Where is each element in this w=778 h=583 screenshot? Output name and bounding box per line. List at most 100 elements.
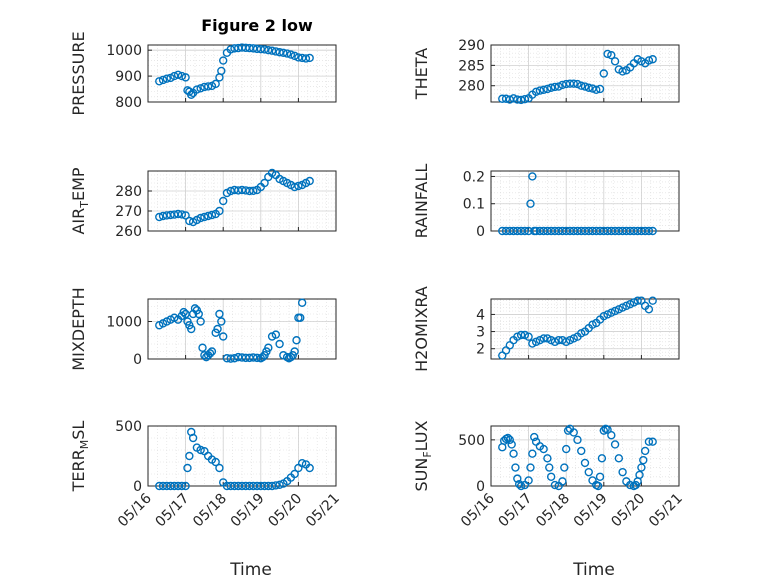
data-point [183, 463, 192, 473]
axes-box [490, 425, 680, 487]
data-point [249, 186, 258, 196]
data-point [580, 458, 590, 468]
x-tick-label: 05/16 [458, 490, 498, 530]
data-point [294, 181, 303, 191]
data-point [546, 83, 556, 92]
data-point [524, 332, 533, 341]
data-point [292, 336, 301, 345]
axes-box [490, 298, 680, 360]
data-point [173, 70, 183, 79]
data-point [535, 86, 545, 95]
data-point [196, 445, 205, 455]
data-point [573, 435, 582, 445]
y-tick-label: 900 [115, 69, 142, 85]
data-point [290, 182, 299, 192]
data-point [648, 437, 657, 446]
data-point [203, 211, 213, 221]
data-point [543, 84, 552, 94]
data-point [543, 454, 552, 463]
data-point [569, 79, 578, 88]
data-point [271, 481, 281, 490]
data-point [507, 440, 516, 449]
data-point [196, 317, 205, 326]
data-point [177, 481, 187, 491]
data-point [648, 226, 657, 236]
data-point [625, 480, 635, 490]
data-point [639, 455, 648, 465]
data-point [188, 433, 198, 443]
data-point [290, 51, 299, 61]
data-point [513, 474, 522, 483]
y-axis-label: PRESSURE [69, 31, 88, 115]
y-axis-label: RAINFALL [412, 164, 431, 239]
data-point [580, 82, 590, 91]
y-axis-label: THETA [412, 48, 431, 100]
data-point [597, 454, 607, 463]
data-point [207, 347, 217, 356]
y-axis-label: AIRTEMP [69, 167, 91, 234]
y-tick-label: 280 [458, 79, 485, 95]
data-point [275, 339, 284, 349]
data-point [595, 84, 605, 94]
data-point [644, 437, 654, 446]
y-tick-label: 0 [133, 479, 142, 495]
data-point [516, 330, 526, 340]
data-point [520, 94, 530, 104]
data-point [607, 50, 616, 60]
y-tick-label: 0 [476, 479, 485, 495]
data-point [200, 351, 209, 360]
x-axis-label-right: Time [572, 560, 615, 580]
data-point [595, 472, 605, 481]
subplot-h2omixra: 23 4 H2OMIXRA [412, 286, 680, 372]
data-point [599, 69, 608, 78]
data-point [181, 481, 190, 491]
data-point [226, 354, 235, 363]
data-point [516, 481, 526, 491]
data-point [203, 82, 213, 91]
data-point [187, 324, 196, 334]
data-point [635, 470, 644, 480]
y-tick-label: 260 [115, 224, 142, 240]
data-point [155, 77, 164, 86]
x-tick-label: 05/21 [303, 491, 343, 531]
data-point [226, 45, 235, 54]
data-point [267, 46, 277, 55]
y-tick-label: 4 [476, 307, 485, 323]
x-tick-label: 05/18 [190, 491, 230, 531]
y-tick-label: 500 [115, 419, 142, 435]
data-point [297, 459, 307, 468]
y-tick-label: 1000 [106, 315, 142, 331]
figure-title: Figure 2 low [201, 16, 313, 35]
data-point [155, 212, 164, 222]
x-tick-label: 05/18 [533, 491, 573, 531]
data-point [271, 330, 281, 339]
x-tick-label: 05/20 [608, 491, 648, 531]
subplot-theta: 280 285 290 THETA [412, 38, 680, 105]
data-point [509, 94, 518, 103]
y-tick-label: 2 [476, 342, 485, 358]
data-point [509, 449, 518, 458]
x-tick-label: 05/19 [571, 491, 611, 531]
data-point [558, 80, 567, 90]
data-point [644, 56, 654, 65]
data-point [158, 75, 168, 85]
data-point [286, 352, 296, 362]
data-point [644, 305, 654, 314]
data-point [181, 73, 190, 82]
data-point [305, 463, 314, 473]
y-axis-label: H2OMIXRA [412, 286, 431, 372]
data-point [279, 48, 288, 57]
data-point [516, 95, 526, 105]
data-point [599, 426, 608, 435]
data-point [215, 463, 224, 473]
y-tick-label: 0 [476, 224, 485, 240]
y-tick-label: 0.1 [463, 197, 485, 213]
axes-box [147, 44, 337, 103]
data-point [286, 50, 296, 59]
axes-box [147, 170, 337, 232]
y-axis-label: MIXDEPTH [69, 287, 88, 370]
data-point [520, 226, 530, 236]
